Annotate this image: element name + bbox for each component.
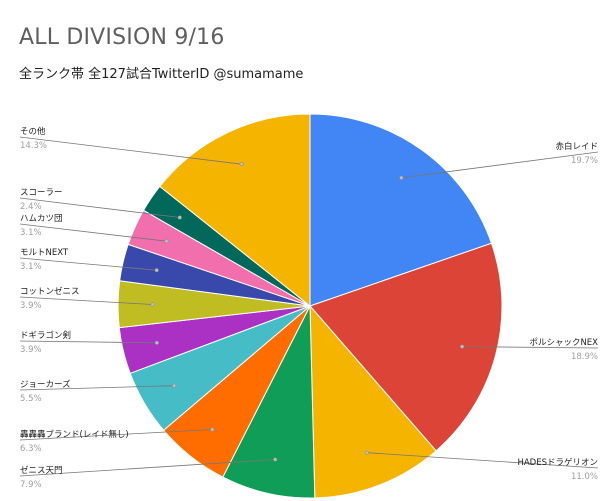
slice-percent: 3.1% <box>20 228 42 238</box>
leader-dot <box>399 175 404 180</box>
leader-line <box>19 257 157 271</box>
slice-percent: 7.9% <box>20 480 42 490</box>
pie-slice <box>159 113 311 308</box>
slice-percent: 14.3% <box>20 141 47 151</box>
leader-line <box>19 223 167 242</box>
leader-line <box>19 385 175 391</box>
slice-label: HADESドラゲリオン <box>517 457 598 468</box>
chart-title: ALL DIVISION 9/16 <box>19 25 225 50</box>
slice-label: ドギラゴン剣 <box>20 330 71 341</box>
slice-label: モルトNEXT <box>20 248 69 258</box>
slice-percent: 3.9% <box>20 301 42 311</box>
slice-percent: 19.7% <box>571 156 598 166</box>
leader-dot <box>154 340 159 345</box>
slice-label: ジョーカーズ <box>20 379 71 390</box>
pie-slice <box>309 242 503 452</box>
leader-dot <box>164 239 169 244</box>
slice-labels: 赤白レイド 19.7% ポルシャックNEX 18.9% HADESドラゲリオン 11.0%… <box>20 126 598 490</box>
slice-percent: 5.5% <box>20 394 42 404</box>
leader-line <box>19 296 153 305</box>
leader-line <box>19 136 242 165</box>
pie-slice <box>309 113 493 307</box>
slice-label: スコーラー <box>20 188 63 198</box>
slice-label: ポルシャックNEX <box>529 338 598 348</box>
slice-label: ハムカツ団 <box>20 214 63 224</box>
slice-percent: 11.0% <box>571 472 598 482</box>
slice-percent: 6.3% <box>20 444 42 454</box>
label-leaders <box>19 136 599 477</box>
slice-percent: 3.9% <box>20 345 42 355</box>
leader-line <box>19 459 276 477</box>
chart-subtitle: 全ランク帯 全127試合TwitterID @sumamame <box>19 67 304 82</box>
leader-dot <box>177 215 182 220</box>
slice-percent: 2.4% <box>20 202 42 212</box>
leader-line <box>19 340 157 344</box>
pie-slice <box>309 304 437 499</box>
slice-label: コットンゼニス <box>20 286 80 297</box>
pie-slice <box>222 305 316 499</box>
leader-dot <box>364 450 370 455</box>
leader-line <box>19 429 213 441</box>
leader-dot <box>273 457 278 462</box>
leader-dot <box>460 344 465 349</box>
leader-dot <box>150 302 155 307</box>
slice-percent: 18.9% <box>571 352 598 362</box>
slice-label: 轟轟轟ブランド(レイド無し) <box>20 429 129 440</box>
leader-dot <box>172 383 177 388</box>
slice-label: ゼニス天門 <box>20 465 63 476</box>
leader-line <box>366 452 599 469</box>
slice-label: その他 <box>20 126 46 137</box>
slice-percent: 3.1% <box>20 262 42 272</box>
leader-line <box>462 346 599 349</box>
slice-label: 赤白レイド <box>555 141 598 152</box>
leader-dot <box>239 162 244 167</box>
leader-dot <box>210 427 215 432</box>
leader-dot <box>154 268 159 273</box>
pie-slices <box>117 113 503 499</box>
leader-line <box>401 151 599 179</box>
leader-line <box>19 197 180 218</box>
